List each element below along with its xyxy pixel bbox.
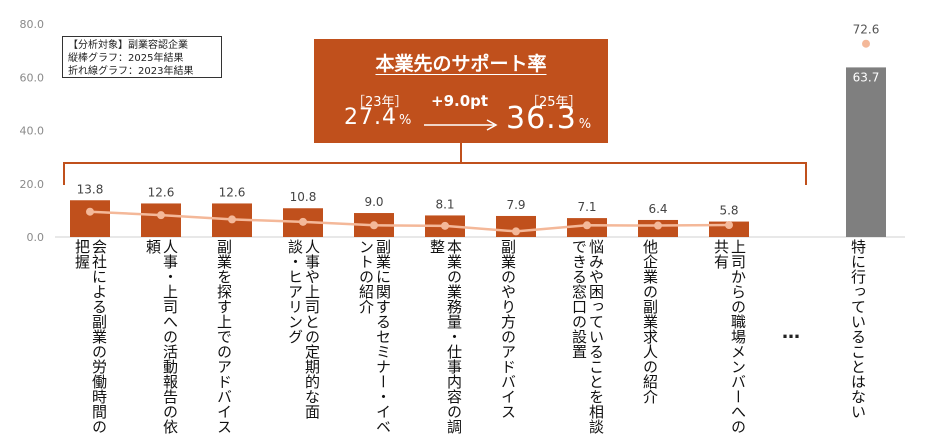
x-category-label: 他企業の副業求人の紹介 <box>641 239 659 404</box>
line-point <box>441 221 449 230</box>
bar-value-label: 63.7 <box>853 70 880 84</box>
bar-value-label: 7.9 <box>506 198 525 212</box>
line-point <box>370 221 378 230</box>
callout-arrow-icon <box>424 119 498 131</box>
x-category-label: 副業に関するセミナー・イベントの紹介 <box>357 239 392 434</box>
line-series-2023 <box>89 210 730 233</box>
y-tick-label: 80.0 <box>20 18 45 31</box>
callout-title: 本業先のサポート率 <box>375 53 547 75</box>
callout-value-to: 36.3 <box>506 101 577 136</box>
ellipsis-marker: … <box>782 322 800 343</box>
x-category-label: 悩みや困っていることを相談できる窓口の設置 <box>570 239 605 434</box>
bar-value-label: 12.6 <box>219 185 246 199</box>
y-tick-label: 0.0 <box>27 231 45 244</box>
line-point <box>725 221 733 230</box>
bar <box>141 203 181 237</box>
legend-line-note: 折れ線グラフ：2023年結果 <box>68 66 194 77</box>
callout-bracket <box>63 143 807 185</box>
callout-value-from: 27.4 <box>344 105 397 130</box>
line-point <box>862 39 870 48</box>
bar-value-label: 12.6 <box>148 185 175 199</box>
x-category-label: 人事や上司との定期的な面談・ヒアリング <box>286 239 321 419</box>
line-value-label: 72.6 <box>853 23 880 37</box>
bar-value-label: 6.4 <box>648 202 667 216</box>
line-point <box>157 211 165 220</box>
callout-value-to-wrap: 36.3% <box>506 101 592 136</box>
y-tick-label: 60.0 <box>20 71 45 84</box>
line-point <box>228 215 236 224</box>
x-category-label: 上司からの職場メンバーへの共有 <box>712 239 747 434</box>
bar-value-label: 8.1 <box>435 197 454 211</box>
callout-year-from: ［23年］ <box>352 95 408 110</box>
bar <box>846 67 886 238</box>
x-category-label: 副業を探す上でのアドバイス <box>215 239 233 434</box>
line-point <box>583 221 591 230</box>
line-point <box>299 217 307 226</box>
bar-value-label: 7.1 <box>577 200 596 214</box>
bar-value-label: 9.0 <box>364 195 383 209</box>
legend-bar-note: 縦棒グラフ：2025年結果 <box>68 53 184 64</box>
support-rate-callout: 本業先のサポート率 ［23年］ 27.4% +9.0pt ［25年］ 36.3% <box>314 39 608 143</box>
x-category-label: 人事・上司への活動報告の依頼 <box>144 239 179 434</box>
callout-unit-from: % <box>398 113 413 128</box>
callout-value-from-wrap: 27.4% <box>344 105 412 130</box>
x-category-label: 会社による副業の労働時間の把握 <box>73 239 108 434</box>
x-category-label: 特に行っていることはない <box>849 239 867 419</box>
bar-value-label: 13.8 <box>77 182 104 196</box>
callout-unit-to: % <box>578 117 593 132</box>
line-point <box>512 227 520 236</box>
bar <box>70 200 110 237</box>
callout-diff: +9.0pt <box>431 92 489 110</box>
x-category-label: 本業の業務量・仕事内容の調整 <box>428 239 463 434</box>
line-point <box>654 221 662 230</box>
line-point <box>86 207 94 216</box>
y-tick-label: 40.0 <box>20 125 45 138</box>
y-tick-label: 20.0 <box>20 178 45 191</box>
bar-value-label: 5.8 <box>719 204 738 218</box>
callout-year-to: ［25年］ <box>526 95 582 110</box>
x-category-label: 副業のやり方のアドバイス <box>499 239 517 419</box>
legend-title: 【分析対象】副業容認企業 <box>68 40 188 51</box>
bar-value-label: 10.8 <box>290 190 317 204</box>
legend-box: 【分析対象】副業容認企業 縦棒グラフ：2025年結果 折れ線グラフ：2023年結… <box>62 36 222 78</box>
